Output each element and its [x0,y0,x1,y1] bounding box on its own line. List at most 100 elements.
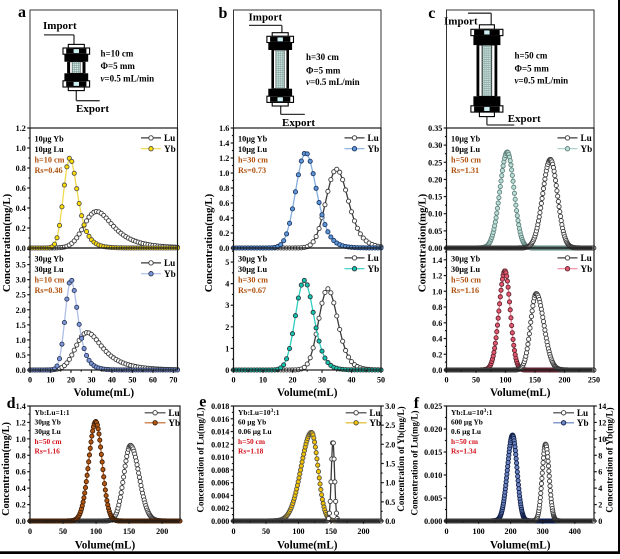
svg-text:0.15: 0.15 [428,193,442,202]
svg-text:Concentration(mg/L): Concentration(mg/L) [1,422,12,516]
svg-text:Volume(mL): Volume(mL) [490,540,551,552]
svg-text:Φ=5 mm: Φ=5 mm [515,64,550,74]
svg-text:Φ=5 mm: Φ=5 mm [101,61,136,71]
svg-text:0.005: 0.005 [424,494,442,503]
svg-text:Volume(mL): Volume(mL) [75,540,136,552]
svg-text:v=0.5 mL/min: v=0.5 mL/min [101,74,155,84]
svg-text:Yb: Yb [164,269,176,279]
svg-text:0.00: 0.00 [428,244,442,253]
svg-text:0.020: 0.020 [424,425,442,434]
svg-text:12: 12 [598,418,606,427]
svg-text:Yb: Yb [164,144,176,154]
svg-text:Yb:Lu=103:1: Yb:Lu=103:1 [451,408,493,417]
svg-text:50: 50 [377,376,385,385]
svg-text:a: a [18,4,26,21]
svg-text:h=50 cm: h=50 cm [451,275,481,284]
svg-text:0.6 µg Lu: 0.6 µg Lu [451,427,481,436]
svg-text:30µg Yb: 30µg Yb [451,254,481,263]
svg-text:0.0: 0.0 [16,366,26,375]
svg-text:Rs=0.73: Rs=0.73 [238,166,266,175]
svg-text:Yb: Yb [581,144,593,154]
svg-text:0.30: 0.30 [428,141,442,150]
svg-text:200: 200 [156,527,168,536]
svg-text:30µg Lu: 30µg Lu [451,265,481,274]
svg-text:600 µg Yb: 600 µg Yb [451,418,483,427]
svg-text:100: 100 [292,527,304,536]
svg-text:40: 40 [108,376,116,385]
svg-text:0: 0 [444,527,448,536]
svg-text:10: 10 [259,376,267,385]
svg-text:Rs=1.18: Rs=1.18 [238,446,264,455]
svg-text:6: 6 [598,468,602,477]
svg-text:Export: Export [76,103,109,115]
svg-text:0.06 µg Lu: 0.06 µg Lu [238,427,272,436]
svg-text:150: 150 [529,376,541,385]
svg-text:10µg Yb: 10µg Yb [238,134,268,143]
svg-text:Yb:Lu=1:1: Yb:Lu=1:1 [35,408,70,417]
svg-text:4: 4 [225,280,229,289]
svg-text:100: 100 [499,376,511,385]
svg-text:200: 200 [357,527,369,536]
svg-text:50: 50 [472,376,480,385]
svg-text:1: 1 [225,344,229,353]
svg-text:h=10 cm: h=10 cm [35,155,65,164]
svg-text:h=50 cm: h=50 cm [238,437,266,446]
svg-text:1.0: 1.0 [219,169,229,178]
svg-text:30µg Yb: 30µg Yb [35,254,65,263]
svg-text:2.0: 2.0 [16,306,26,315]
svg-text:0.000: 0.000 [424,517,442,526]
svg-text:Yb: Yb [368,144,380,154]
svg-text:1.5: 1.5 [385,460,395,469]
svg-text:100: 100 [90,527,102,536]
svg-text:50: 50 [59,527,67,536]
svg-text:30µg Lu: 30µg Lu [35,427,61,436]
svg-text:Concentration of Yb(mg/L): Concentration of Yb(mg/L) [396,406,406,511]
svg-text:h=30 cm: h=30 cm [306,52,339,62]
svg-text:Concentration of Yb(mg/L): Concentration of Yb(mg/L) [605,407,615,512]
svg-text:1.5: 1.5 [16,321,26,330]
svg-text:0.000: 0.000 [211,517,229,526]
svg-text:0.016: 0.016 [211,415,229,424]
svg-text:h=10 cm: h=10 cm [101,49,134,59]
svg-text:0.5: 0.5 [385,498,395,507]
svg-text:Φ=5 mm: Φ=5 mm [306,66,341,76]
svg-text:Concentration(mg/L): Concentration(mg/L) [417,193,429,292]
svg-text:30: 30 [318,376,326,385]
svg-text:0.010: 0.010 [424,471,442,480]
svg-text:1.2: 1.2 [219,154,229,163]
svg-text:Import: Import [444,16,478,28]
svg-text:Rs=1.16: Rs=1.16 [35,446,61,455]
svg-text:Rs=0.46: Rs=0.46 [35,166,63,175]
svg-text:1.2: 1.2 [16,124,26,133]
svg-text:50: 50 [262,527,270,536]
svg-text:150: 150 [123,527,135,536]
svg-text:0: 0 [598,517,602,526]
svg-text:60 µg Yb: 60 µg Yb [238,418,266,427]
svg-text:0.4: 0.4 [432,335,442,344]
svg-text:0.2: 0.2 [16,501,26,510]
svg-text:Lu: Lu [369,408,380,418]
svg-text:0.5: 0.5 [16,351,26,360]
svg-text:0.2: 0.2 [432,350,442,359]
svg-text:2.5: 2.5 [385,421,395,430]
svg-text:3.0: 3.0 [385,402,395,411]
svg-text:0.05: 0.05 [428,227,442,236]
svg-text:c: c [428,5,435,22]
svg-text:Rs=1.16: Rs=1.16 [451,286,479,295]
svg-text:0.2: 0.2 [16,224,26,233]
svg-text:d: d [7,395,16,412]
svg-text:Yb: Yb [168,418,180,428]
svg-text:2: 2 [598,501,602,510]
svg-text:Lu: Lu [577,408,588,418]
svg-text:0.0: 0.0 [16,244,26,253]
svg-text:Yb: Yb [369,418,381,428]
svg-text:3.0: 3.0 [16,276,26,285]
svg-text:Import: Import [43,20,77,32]
svg-text:Export: Export [508,113,541,125]
svg-text:70: 70 [169,376,177,385]
svg-text:1.2: 1.2 [432,272,442,281]
svg-text:Lu: Lu [581,253,592,263]
svg-text:30: 30 [87,376,95,385]
svg-text:h=50 cm: h=50 cm [451,437,479,446]
svg-text:Lu: Lu [168,408,179,418]
